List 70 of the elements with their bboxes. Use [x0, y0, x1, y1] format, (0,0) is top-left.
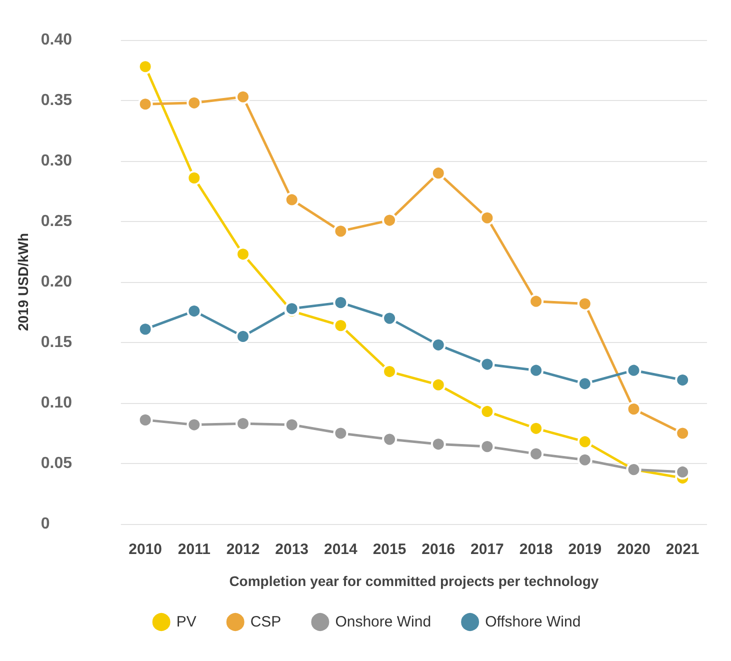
legend-label: PV [176, 614, 196, 630]
point [480, 404, 495, 419]
point [675, 372, 690, 388]
point [333, 426, 348, 441]
point [186, 170, 202, 186]
point [236, 246, 251, 262]
x-tick-label: 2013 [275, 541, 309, 558]
x-tick-label: 2010 [128, 541, 162, 558]
point [675, 426, 690, 441]
y-axis-title: 2019 USD/kWh [15, 232, 31, 332]
point [186, 95, 202, 110]
y-tick-label: 0.20 [40, 274, 72, 290]
point [186, 304, 202, 319]
y-tick-label: 0.15 [40, 334, 72, 351]
point [528, 294, 544, 309]
point [577, 376, 592, 392]
point [577, 296, 592, 312]
y-tick-label: 0.05 [40, 455, 72, 472]
point [186, 417, 202, 432]
legend-label: CSP [250, 614, 282, 630]
point [138, 322, 153, 337]
point [480, 210, 495, 226]
point [284, 417, 300, 432]
point [236, 89, 251, 104]
point [284, 192, 300, 208]
point [577, 452, 592, 468]
point [138, 59, 153, 74]
point [430, 166, 446, 181]
x-tick-label: 2011 [178, 541, 210, 558]
point [675, 464, 690, 480]
point [626, 402, 642, 417]
y-tick-label: 0.40 [40, 32, 72, 48]
point [480, 439, 495, 454]
point [236, 328, 251, 344]
point [528, 446, 544, 462]
x-tick-label: 2018 [519, 541, 553, 558]
point [626, 362, 642, 378]
x-tick-label: 2017 [470, 541, 504, 558]
y-tick-label: 0.25 [40, 213, 72, 230]
x-tick-label: 2019 [568, 541, 602, 558]
y-tick-label: 0.35 [40, 92, 72, 109]
x-tick-label: 2020 [617, 541, 650, 558]
point [382, 364, 398, 380]
point [236, 416, 251, 432]
y-tick-label: 0 [40, 516, 50, 532]
x-tick-label: 2016 [422, 541, 456, 558]
point [382, 212, 398, 228]
point [577, 434, 592, 450]
point [382, 310, 398, 326]
point [333, 318, 348, 334]
legend-label: Offshore Wind [485, 614, 581, 630]
point [333, 224, 348, 239]
point [528, 420, 544, 436]
x-tick-label: 2021 [666, 541, 700, 558]
y-tick-label: 0.10 [40, 394, 72, 412]
point [430, 337, 446, 352]
point [480, 356, 495, 372]
point [138, 412, 153, 428]
point [333, 295, 348, 310]
x-tick-label: 2012 [226, 541, 260, 558]
y-tick-label: 0.30 [40, 152, 72, 170]
x-axis-title: Completion year for committed projects per technology [229, 573, 599, 589]
point [430, 436, 446, 452]
point [430, 377, 446, 392]
legend-label: Onshore Wind [335, 614, 432, 630]
point [138, 96, 153, 112]
x-tick-label: 2015 [372, 541, 406, 558]
point [528, 362, 544, 378]
x-tick-label: 2014 [324, 541, 358, 558]
point [382, 432, 398, 447]
